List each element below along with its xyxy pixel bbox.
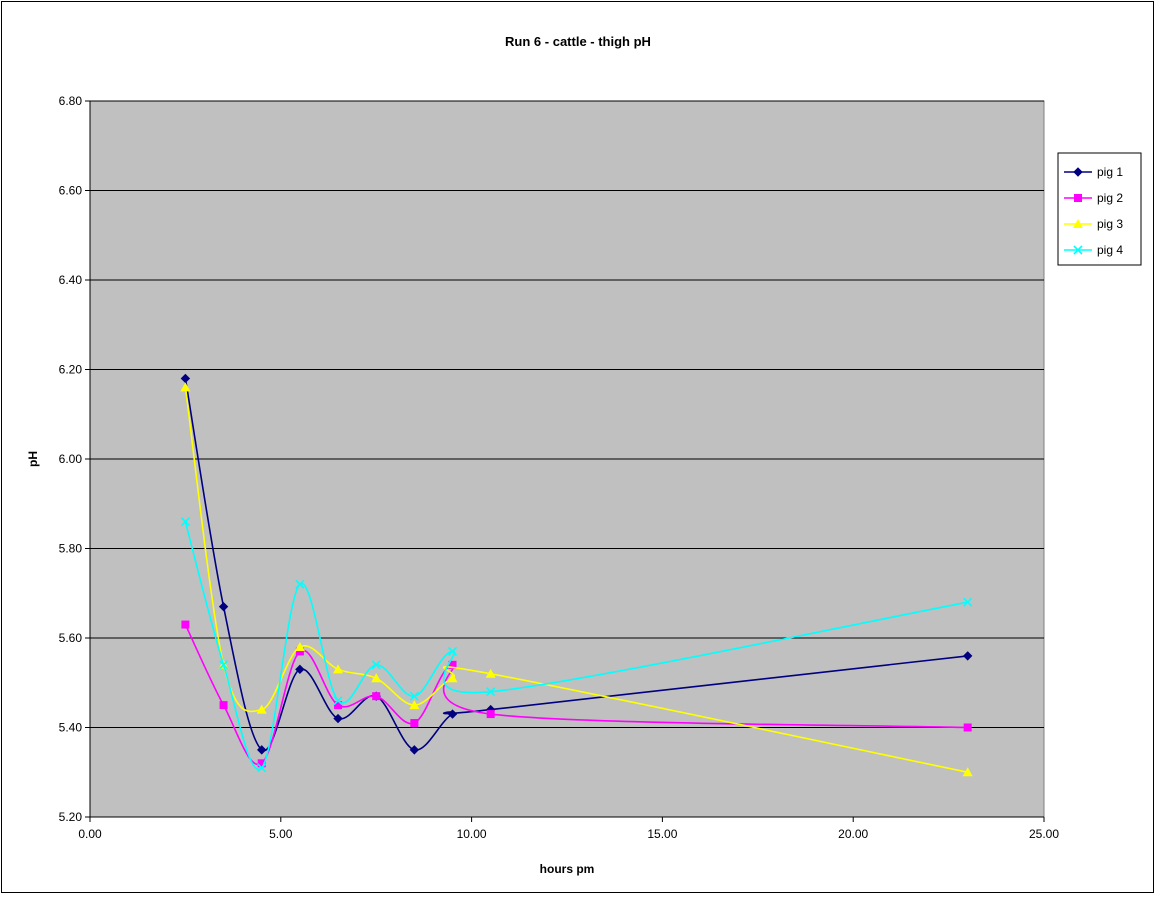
legend-marker <box>1074 194 1082 202</box>
data-point <box>180 517 190 527</box>
data-point <box>295 579 305 589</box>
legend-label: pig 3 <box>1097 217 1123 231</box>
y-tick-label: 5.60 <box>59 631 83 645</box>
data-point <box>333 713 343 724</box>
data-point <box>372 692 381 701</box>
series-line <box>184 378 968 752</box>
data-point <box>485 668 496 678</box>
data-point <box>409 745 420 755</box>
x-tick-label: 10.00 <box>457 827 487 841</box>
legend-item: pig 3 <box>1064 217 1123 231</box>
data-point <box>257 763 267 773</box>
legend: pig 1 pig 2 pig 3 pig 4 <box>1057 152 1142 266</box>
x-tick-label: 0.00 <box>78 827 102 841</box>
x-tick-label: 15.00 <box>647 827 677 841</box>
data-point <box>257 745 267 755</box>
data-point <box>409 691 419 701</box>
data-point <box>219 701 228 710</box>
data-point <box>333 696 343 706</box>
data-point <box>371 673 382 683</box>
data-point <box>257 759 266 768</box>
y-tick-label: 6.20 <box>59 363 83 377</box>
y-tick-label: 6.60 <box>59 184 83 198</box>
legend-item: pig 4 <box>1064 243 1123 257</box>
data-point <box>486 687 496 697</box>
y-tick-label: 6.40 <box>59 273 83 287</box>
legend-item: pig 2 <box>1064 191 1123 205</box>
data-point <box>256 704 267 714</box>
data-point <box>409 700 420 710</box>
legend-marker <box>1073 219 1083 228</box>
data-point <box>295 664 305 675</box>
data-point <box>334 701 343 710</box>
data-point <box>410 719 419 728</box>
data-point <box>447 673 458 683</box>
legend-marker <box>1073 167 1083 177</box>
data-point <box>181 620 190 629</box>
chart-title: Run 6 - cattle - thigh pH <box>505 34 651 49</box>
legend-label: pig 1 <box>1097 165 1123 179</box>
legend-label: pig 4 <box>1097 243 1123 257</box>
data-point <box>963 597 973 607</box>
x-axis-label: hours pm <box>540 862 595 876</box>
data-point <box>333 664 344 674</box>
y-axis-label: pH <box>26 451 40 467</box>
data-point <box>294 641 305 651</box>
data-point <box>218 660 229 670</box>
y-tick-label: 5.20 <box>59 810 83 824</box>
data-point <box>962 651 973 661</box>
series-pig-4 <box>180 517 973 773</box>
y-tick-label: 6.00 <box>59 452 83 466</box>
grid-lines <box>90 100 1044 728</box>
series-group <box>180 373 973 777</box>
legend-item: pig 1 <box>1064 165 1123 179</box>
data-point <box>180 382 191 392</box>
data-point <box>962 767 973 777</box>
data-point <box>963 723 972 732</box>
y-tick-label: 5.80 <box>59 542 83 556</box>
y-tick-label: 5.40 <box>59 721 83 735</box>
data-point <box>447 709 458 719</box>
x-tick-label: 5.00 <box>269 827 293 841</box>
data-point <box>448 660 457 669</box>
x-tick-label: 20.00 <box>838 827 868 841</box>
legend-label: pig 2 <box>1097 191 1123 205</box>
data-point <box>295 647 304 656</box>
data-point <box>447 646 458 656</box>
legend-marker <box>1073 245 1083 255</box>
data-point <box>218 601 229 612</box>
series-line <box>184 521 968 771</box>
y-tick-label: 6.80 <box>59 94 83 108</box>
axes: 5.20 5.40 5.60 5.80 6.00 6.20 6.40 6.60 6.80 0.00… <box>59 94 1060 841</box>
data-point <box>371 660 381 670</box>
x-tick-label: 25.00 <box>1029 827 1059 841</box>
data-point <box>486 710 495 719</box>
